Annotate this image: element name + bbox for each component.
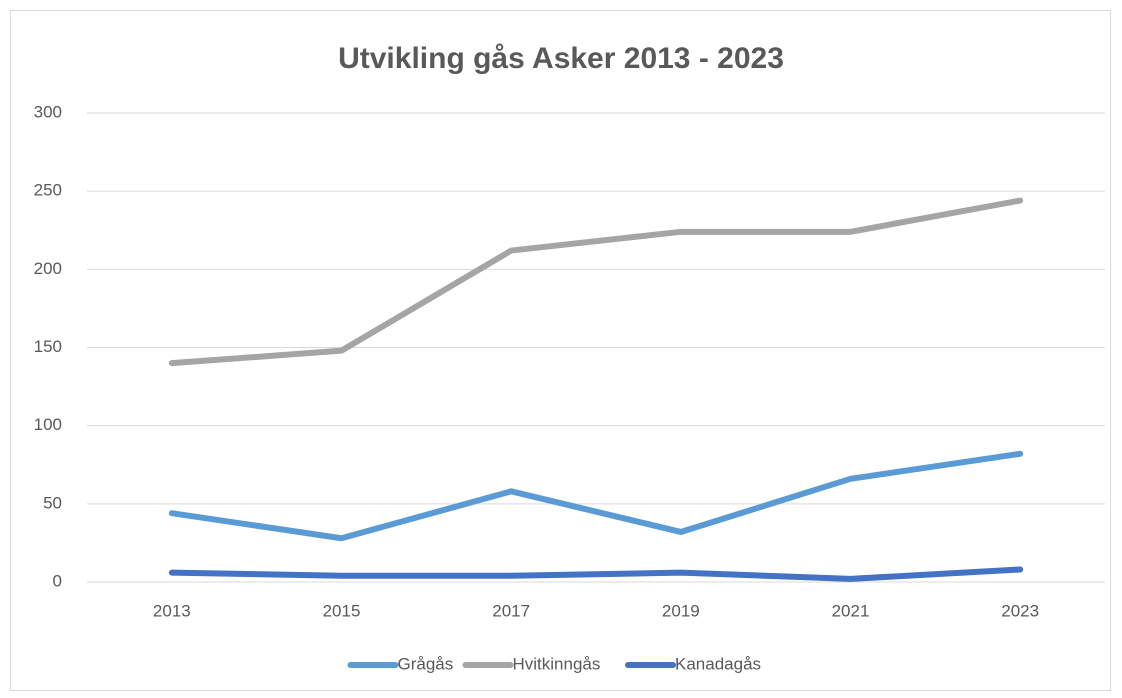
x-tick-label: 2013 [153, 601, 191, 620]
x-tick-label: 2019 [662, 601, 700, 620]
x-tick-label: 2015 [323, 601, 361, 620]
y-tick-label: 0 [53, 571, 62, 590]
y-tick-label: 300 [34, 102, 62, 121]
y-tick-label: 150 [34, 337, 62, 356]
y-tick-label: 100 [34, 415, 62, 434]
x-tick-label: 2017 [492, 601, 530, 620]
legend-label: Hvitkinngås [513, 654, 601, 673]
series-line [168, 450, 1024, 542]
x-tick-label: 2021 [832, 601, 870, 620]
chart-title: Utvikling gås Asker 2013 - 2023 [338, 42, 784, 75]
series-line [168, 197, 1024, 367]
y-tick-label: 200 [34, 259, 62, 278]
legend-label: Grågås [398, 654, 454, 673]
legend-label: Kanadagås [675, 654, 761, 673]
y-tick-label: 250 [34, 181, 62, 200]
x-tick-label: 2023 [1001, 601, 1039, 620]
series-line [168, 566, 1024, 582]
y-tick-label: 50 [43, 493, 62, 512]
